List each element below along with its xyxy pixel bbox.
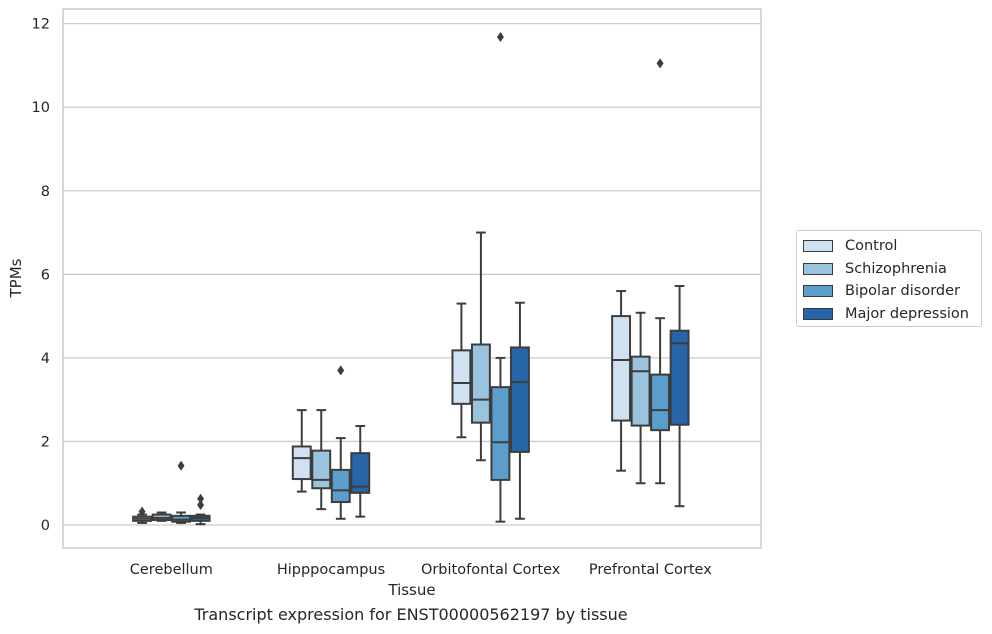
y-tick-label: 6 [41, 267, 50, 283]
legend-label: Major depression [845, 305, 969, 322]
box-control [451, 302, 472, 439]
chart-title: Transcript expression for ENST0000056219… [194, 605, 628, 624]
box-body [490, 386, 511, 481]
legend-label: Control [845, 238, 898, 255]
legend-item: Major depression [803, 303, 981, 326]
box-schizophrenia [630, 311, 651, 485]
outlier-point [337, 365, 345, 376]
y-axis-label: TPMs [7, 258, 25, 298]
box-control [132, 506, 153, 524]
box-body [509, 346, 530, 453]
y-tick-label: 8 [41, 184, 50, 200]
x-tick-label: Orbitofontal Cortex [421, 562, 561, 578]
outlier-point [496, 31, 504, 42]
y-tick-label: 12 [32, 17, 50, 33]
outlier-point [138, 506, 146, 517]
legend-label: Bipolar disorder [845, 283, 960, 300]
y-tick-label: 10 [32, 100, 50, 116]
box-bipolar-disorder [490, 31, 511, 523]
plot-frame [62, 8, 762, 549]
boxes [132, 31, 690, 526]
x-tick-label: Cerebellum [130, 562, 213, 578]
box-body [470, 343, 491, 424]
box-body [330, 468, 351, 504]
box-bipolar-disorder [650, 58, 671, 485]
box-bipolar-disorder [330, 365, 351, 520]
box-body [311, 449, 332, 490]
box-schizophrenia [470, 231, 491, 462]
box-body [350, 452, 371, 494]
box-body [451, 349, 472, 405]
outlier-point [177, 460, 185, 471]
legend-item: Control [803, 235, 981, 258]
box-major-depression [190, 493, 211, 526]
box-body [611, 315, 632, 422]
gridlines [63, 22, 761, 526]
x-tick-label: Prefrontal Cortex [589, 562, 712, 578]
box-body [669, 329, 690, 426]
x-axis-label: Tissue [387, 581, 435, 599]
box-schizophrenia [311, 409, 332, 511]
box-control [611, 290, 632, 472]
legend-swatch [803, 262, 833, 275]
x-tick-labels: Cerebellum Hipppocampus Orbitofontal Corte… [130, 562, 712, 578]
box-schizophrenia [151, 511, 172, 522]
box-major-depression [669, 285, 690, 508]
legend-item: Bipolar disorder [803, 280, 981, 303]
outlier-point [197, 499, 205, 510]
outlier-point [197, 493, 205, 504]
y-tick-label: 2 [41, 434, 50, 450]
box-body [291, 445, 312, 481]
outlier-point [656, 58, 664, 69]
legend-item: Schizophrenia [803, 258, 981, 281]
box-control [291, 409, 312, 493]
legend: Control Schizophrenia Bipolar disorder Majo… [796, 230, 982, 327]
legend-swatch [803, 240, 833, 253]
x-tick-label: Hipppocampus [277, 562, 385, 578]
box-bipolar-disorder [171, 460, 192, 524]
legend-swatch [803, 285, 833, 298]
box-major-depression [509, 301, 530, 520]
box-body [650, 373, 671, 432]
legend-label: Schizophrenia [845, 260, 947, 277]
y-tick-label: 4 [41, 351, 50, 367]
box-body [630, 355, 651, 427]
legend-swatch [803, 307, 833, 320]
y-tick-labels: 0 2 4 6 8 10 12 [32, 17, 50, 534]
y-tick-label: 0 [41, 518, 50, 534]
box-major-depression [350, 424, 371, 518]
